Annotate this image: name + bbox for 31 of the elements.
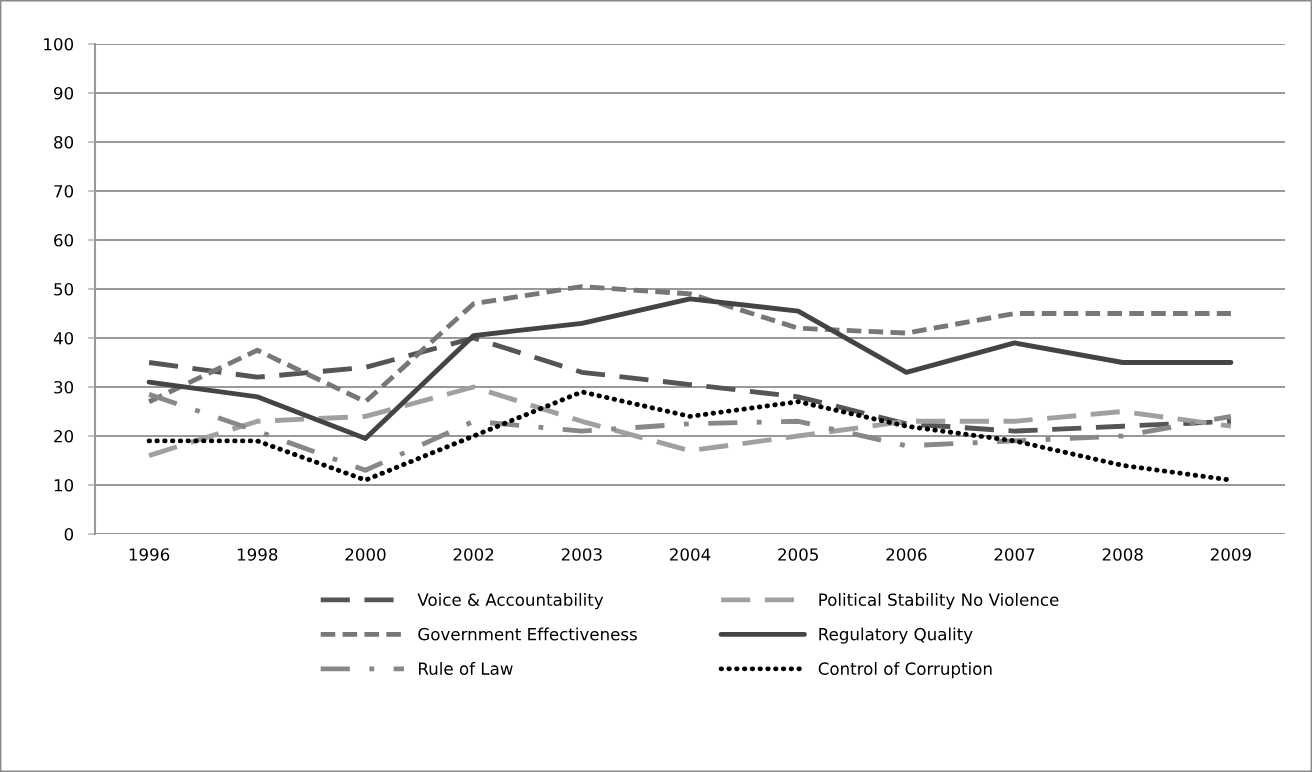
y-tick-label: 20: [54, 429, 74, 443]
y-tick-label: 70: [54, 184, 74, 198]
line-series: [146, 296, 1234, 441]
legend-label: Voice & Accountability: [417, 593, 604, 610]
y-tick-label: 90: [54, 86, 74, 100]
legend-label: Regulatory Quality: [819, 627, 973, 644]
x-tick-label: 2005: [778, 548, 818, 561]
y-tick-label: 60: [54, 233, 74, 247]
y-tick-label: 30: [54, 380, 74, 394]
line-series: [146, 335, 1234, 434]
y-tick-label: 40: [53, 331, 74, 345]
x-tick-label: 2004: [670, 548, 711, 561]
line-series: [146, 284, 1234, 405]
legend-label: Government Effectiveness: [418, 627, 637, 641]
x-tick-label: 2000: [345, 548, 386, 561]
x-tick-label: 1998: [237, 548, 278, 561]
y-tick-label: 100: [44, 37, 74, 51]
y-tick-label: 10: [54, 478, 74, 492]
x-tick-label: 2003: [561, 548, 602, 561]
y-tick-label: 80: [54, 135, 74, 149]
legend-label: Control of Corruption: [818, 662, 992, 679]
x-tick-label: 2009: [1210, 548, 1251, 561]
y-tick-label: 50: [54, 282, 74, 296]
x-tick-label: 2006: [886, 548, 927, 561]
x-tick-label: 2007: [994, 548, 1035, 561]
y-tick-label: 0: [64, 527, 74, 541]
x-tick-label: 1996: [129, 548, 170, 561]
x-tick-label: 2008: [1102, 548, 1143, 561]
legend-label: Political Stability No Violence: [819, 593, 1059, 610]
legend-label: Rule of Law: [419, 662, 513, 675]
x-tick-label: 2002: [453, 548, 494, 561]
